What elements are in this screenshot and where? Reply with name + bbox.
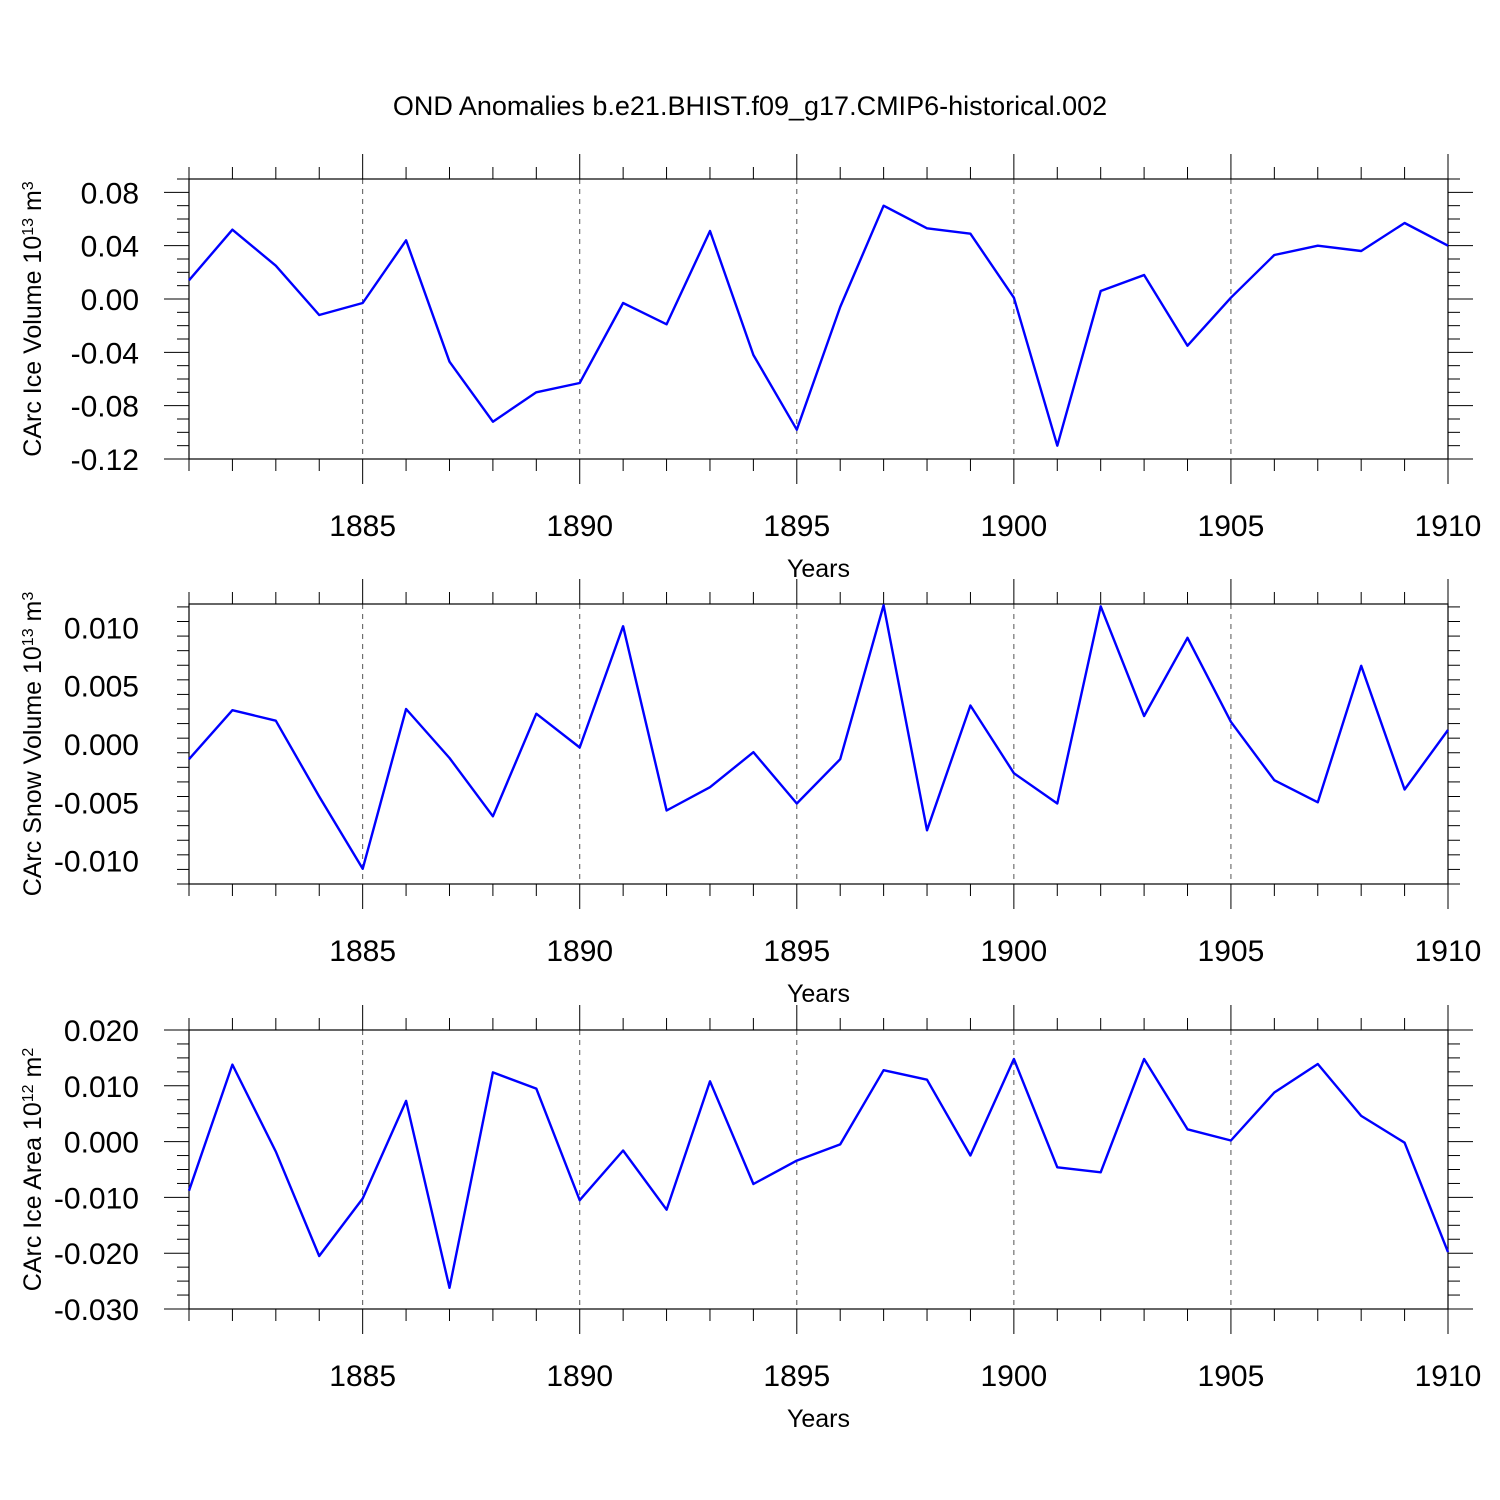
- y-tick-label: 0.005: [64, 671, 139, 704]
- y-tick-label: 0.020: [64, 1015, 139, 1048]
- x-tick-label: 1895: [763, 1360, 830, 1393]
- y-axis-title: CArc Snow Volume 1013 m3: [19, 592, 47, 897]
- plot-frame: [188, 603, 1449, 885]
- y-tick-label: -0.08: [71, 391, 139, 424]
- y-axis-title: CArc Ice Volume 1013 m3: [19, 181, 47, 457]
- x-tick-label: 1890: [546, 1360, 613, 1393]
- x-tick-label: 1890: [546, 510, 613, 543]
- x-axis-title: Years: [787, 1405, 850, 1433]
- y-tick-label: -0.010: [54, 846, 139, 879]
- panels: 1885 1890 1895 1900 1905 1910 Years -0.12 -0.08 -…: [19, 154, 1481, 1433]
- x-tick-label: 1905: [1198, 1360, 1265, 1393]
- x-tick-label: 1910: [1415, 1360, 1482, 1393]
- chart-panel-1: 1885 1890 1895 1900 1905 1910 Years -0.12 -0.08 -…: [19, 154, 1481, 583]
- x-axis-title: Years: [787, 980, 850, 1008]
- y-tick-label: -0.020: [54, 1238, 139, 1271]
- y-tick-label: 0.08: [81, 177, 139, 210]
- y-tick-label: -0.04: [71, 337, 139, 370]
- x-tick-label: 1900: [980, 1360, 1047, 1393]
- x-tick-label: 1900: [980, 510, 1047, 543]
- x-tick-label: 1885: [329, 935, 396, 968]
- y-tick-label: -0.010: [54, 1182, 139, 1215]
- y-tick-label: 0.000: [64, 729, 139, 762]
- y-tick-label: -0.12: [71, 444, 139, 477]
- y-tick-label: 0.04: [81, 231, 139, 264]
- y-tick-label: 0.000: [64, 1127, 139, 1160]
- x-axis-title: Years: [787, 555, 850, 583]
- y-tick-label: 0.010: [64, 612, 139, 645]
- chart-panel-2: 1885 1890 1895 1900 1905 1910 Years -0.010 -0.00…: [19, 579, 1481, 1008]
- chart-panel-3: 1885 1890 1895 1900 1905 1910 Years -0.030 -0.02…: [19, 1005, 1481, 1433]
- series-line: [188, 204, 1449, 447]
- y-axis-title: CArc Ice Area 1012 m2: [19, 1048, 47, 1292]
- y-tick-label: -0.005: [54, 787, 139, 820]
- plot-frame: [188, 1029, 1449, 1310]
- x-tick-label: 1905: [1198, 935, 1265, 968]
- x-tick-label: 1885: [329, 510, 396, 543]
- x-tick-label: 1900: [980, 935, 1047, 968]
- y-tick-label: 0.00: [81, 284, 139, 317]
- x-tick-label: 1895: [763, 510, 830, 543]
- x-tick-label: 1895: [763, 935, 830, 968]
- plot-frame: [188, 178, 1449, 460]
- series-line: [188, 604, 1449, 870]
- y-tick-label: 0.010: [64, 1071, 139, 1104]
- x-tick-label: 1885: [329, 1360, 396, 1393]
- chart-title: OND Anomalies b.e21.BHIST.f09_g17.CMIP6-…: [393, 91, 1107, 121]
- x-tick-label: 1890: [546, 935, 613, 968]
- series-line: [187, 1057, 1450, 1290]
- x-tick-label: 1910: [1415, 510, 1482, 543]
- x-tick-label: 1910: [1415, 935, 1482, 968]
- y-tick-label: -0.030: [54, 1294, 139, 1327]
- x-tick-label: 1905: [1198, 510, 1265, 543]
